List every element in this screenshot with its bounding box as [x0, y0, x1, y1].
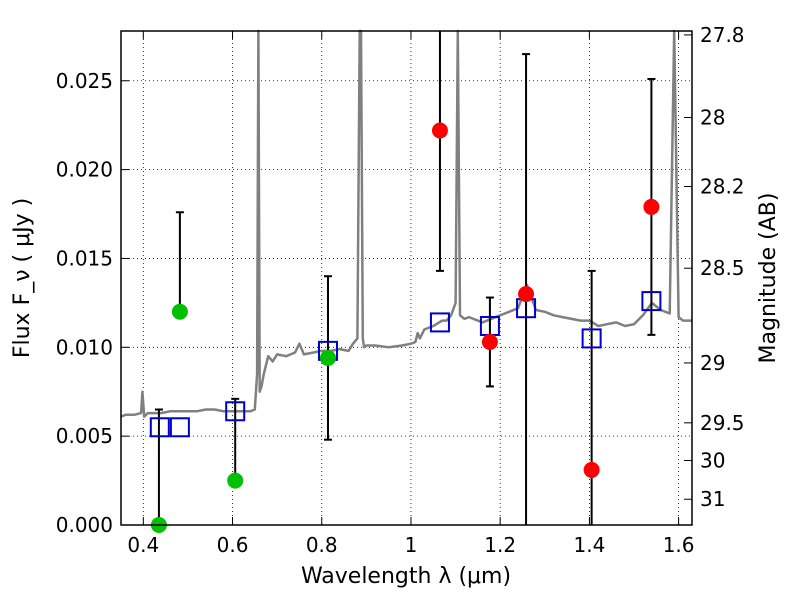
y-right-tick-label: 27.8	[700, 23, 745, 47]
y-right-tick-label: 28.2	[700, 174, 745, 198]
y-tick-label: 0.015	[56, 246, 113, 270]
y-tick-label: 0.020	[56, 158, 113, 182]
photometry-point	[518, 285, 535, 302]
x-tick-label: 1.4	[573, 533, 605, 557]
y-right-tick-label: 28.5	[700, 256, 745, 280]
photometry-point	[643, 198, 660, 215]
x-axis-label: Wavelength λ (μm)	[301, 564, 511, 589]
x-tick-label: 0.6	[217, 533, 249, 557]
y-axis-right-label: Magnitude (AB)	[756, 193, 781, 364]
model-photometry-square	[581, 328, 602, 349]
photometry-point	[171, 303, 188, 320]
model-photometry-square	[225, 401, 246, 422]
plot-frame	[120, 30, 693, 526]
y-tick-label: 0.000	[56, 513, 113, 537]
y-right-tick-label: 31	[700, 487, 725, 511]
ticks-layer: 0.4 0.6 0.8 1 1.2 1.4 1.6 0.000 0.005 0.010 0.015 0…	[56, 23, 745, 557]
y-tick-label: 0.025	[56, 69, 113, 93]
y-tick-label: 0.010	[56, 335, 113, 359]
model-photometry-square	[169, 417, 190, 438]
model-photometry-square	[149, 417, 170, 438]
y-right-tick-label: 29.5	[700, 411, 745, 435]
grid	[121, 31, 692, 526]
y-tick-label: 0.005	[56, 424, 113, 448]
photometry-point	[583, 461, 600, 478]
x-tick-label: 0.4	[127, 533, 159, 557]
photometry-point	[481, 333, 498, 350]
y-axis-label: Flux F_ν ( μJy )	[10, 198, 35, 358]
photometry-point	[227, 472, 244, 489]
x-tick-label: 1	[405, 533, 418, 557]
y-right-tick-label: 28	[700, 106, 725, 130]
spectrum-line	[120, 29, 692, 418]
model-photometry-square	[641, 291, 662, 312]
photometry-point	[431, 122, 448, 139]
spectrum-layer	[120, 29, 692, 418]
markers-layer	[149, 122, 662, 533]
y-right-tick-label: 29	[700, 351, 725, 375]
errorbars-layer	[154, 31, 656, 525]
photometry-point	[319, 349, 336, 366]
x-tick-label: 1.6	[663, 533, 695, 557]
x-tick-label: 1.2	[484, 533, 516, 557]
y-right-tick-label: 30	[700, 448, 725, 472]
model-photometry-square	[429, 312, 450, 333]
x-tick-label: 0.8	[306, 533, 338, 557]
